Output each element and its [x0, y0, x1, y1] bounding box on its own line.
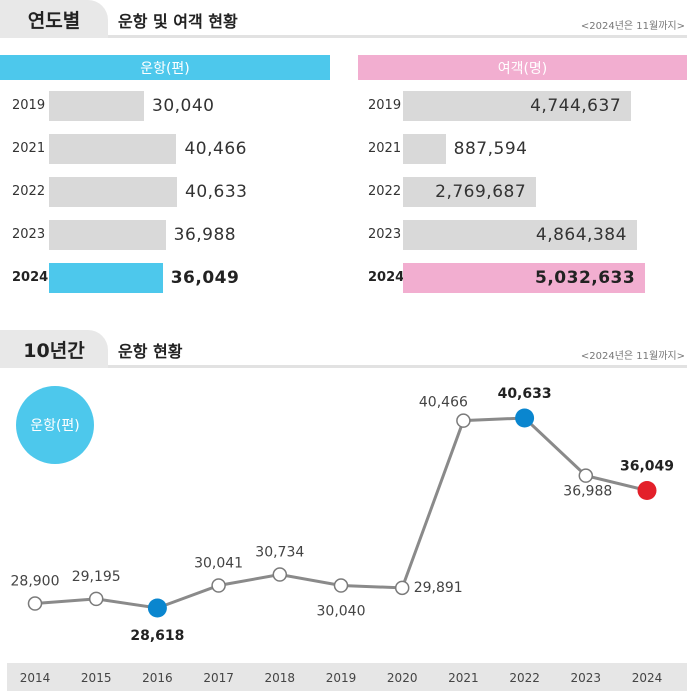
data-label: 40,466: [419, 395, 468, 411]
section-header-yearly: 연도별 운항 및 여객 현황 <2024년은 11월까지>: [0, 0, 687, 38]
section-title: 운항 현황: [118, 342, 183, 361]
section-note: <2024년은 11월까지>: [580, 21, 685, 32]
data-label: 30,040: [317, 604, 366, 620]
data-point: [578, 468, 594, 483]
bar-category-label: 2023: [368, 227, 402, 242]
x-tick-label: 2024: [632, 671, 663, 685]
x-tick-label: 2023: [571, 671, 602, 685]
x-tick-label: 2017: [203, 671, 234, 685]
data-point: [27, 596, 43, 611]
bar-category-label: 2021: [12, 141, 46, 156]
bar: [403, 263, 645, 293]
series-badge: 운항(편): [16, 386, 94, 464]
x-tick-label: 2014: [20, 671, 51, 685]
flights-header: 운항(편): [0, 55, 330, 80]
data-point: [211, 578, 226, 593]
data-label: 29,891: [414, 580, 463, 596]
data-label: 30,041: [194, 555, 243, 571]
section-rule: [108, 35, 687, 38]
x-tick-label: 2016: [142, 671, 173, 685]
data-point: [515, 408, 535, 428]
data-point: [88, 591, 104, 607]
passengers-header: 여객(명): [358, 55, 687, 80]
bar-data-label: 887,594: [453, 139, 528, 159]
data-label: 40,633: [498, 386, 552, 402]
bar: [49, 177, 177, 207]
bar: [49, 134, 177, 164]
bar-category-label: 2024: [368, 270, 405, 285]
bar-data-label: 40,466: [184, 139, 247, 159]
bar-category-label: 2019: [368, 98, 402, 113]
bar-category-label: 2023: [12, 227, 46, 242]
section-rule: [108, 365, 687, 368]
bar-category-label: 2021: [368, 141, 402, 156]
data-point: [637, 480, 657, 500]
x-axis-strip: [7, 663, 687, 691]
data-point: [394, 580, 410, 596]
bar-data-label: 36,049: [170, 268, 240, 288]
x-tick-label: 2021: [448, 671, 479, 685]
data-point: [272, 567, 288, 582]
section-tab: 연도별: [0, 0, 108, 38]
bar-data-label: 2,769,687: [435, 182, 527, 202]
section-tab: 10년간: [0, 330, 108, 368]
data-label: 36,049: [620, 458, 674, 474]
x-tick-label: 2019: [326, 671, 357, 685]
bar-data-label: 40,633: [185, 182, 248, 202]
bar: [49, 263, 163, 293]
x-tick-label: 2018: [265, 671, 296, 685]
bar: [403, 177, 537, 207]
section-header-decade: 10년간 운항 현황 <2024년은 11월까지>: [0, 330, 687, 368]
bar: [403, 134, 446, 164]
x-tick-label: 2015: [81, 671, 112, 685]
bar-category-label: 2022: [12, 184, 46, 199]
section-note: <2024년은 11월까지>: [580, 351, 685, 362]
bar-data-label: 4,744,637: [530, 96, 622, 116]
bar-data-label: 5,032,633: [535, 268, 636, 288]
decade-line-chart: 28,900 2014 29,195 2015 28,618 2016 30,041 2017…: [11, 386, 675, 685]
data-point: [147, 598, 167, 618]
x-tick-label: 2022: [509, 671, 540, 685]
data-point: [456, 413, 471, 428]
bar-data-label: 4,864,384: [535, 225, 627, 245]
bar-data-label: 30,040: [152, 96, 215, 116]
bar-data-label: 36,988: [173, 225, 237, 245]
data-label: 36,988: [563, 484, 612, 500]
x-tick-label: 2020: [387, 671, 418, 685]
bar: [49, 220, 166, 250]
data-point: [333, 578, 349, 593]
bar: [403, 91, 632, 121]
data-label: 29,195: [72, 569, 121, 585]
bar-category-label: 2019: [12, 98, 46, 113]
data-label: 28,900: [11, 574, 60, 590]
data-label: 30,734: [255, 545, 304, 561]
bar: [403, 220, 637, 250]
section-title: 운항 및 여객 현황: [118, 12, 238, 31]
data-label: 28,618: [130, 628, 184, 644]
bar: [49, 91, 144, 121]
bar-category-label: 2024: [12, 270, 49, 285]
bar-category-label: 2022: [368, 184, 402, 199]
